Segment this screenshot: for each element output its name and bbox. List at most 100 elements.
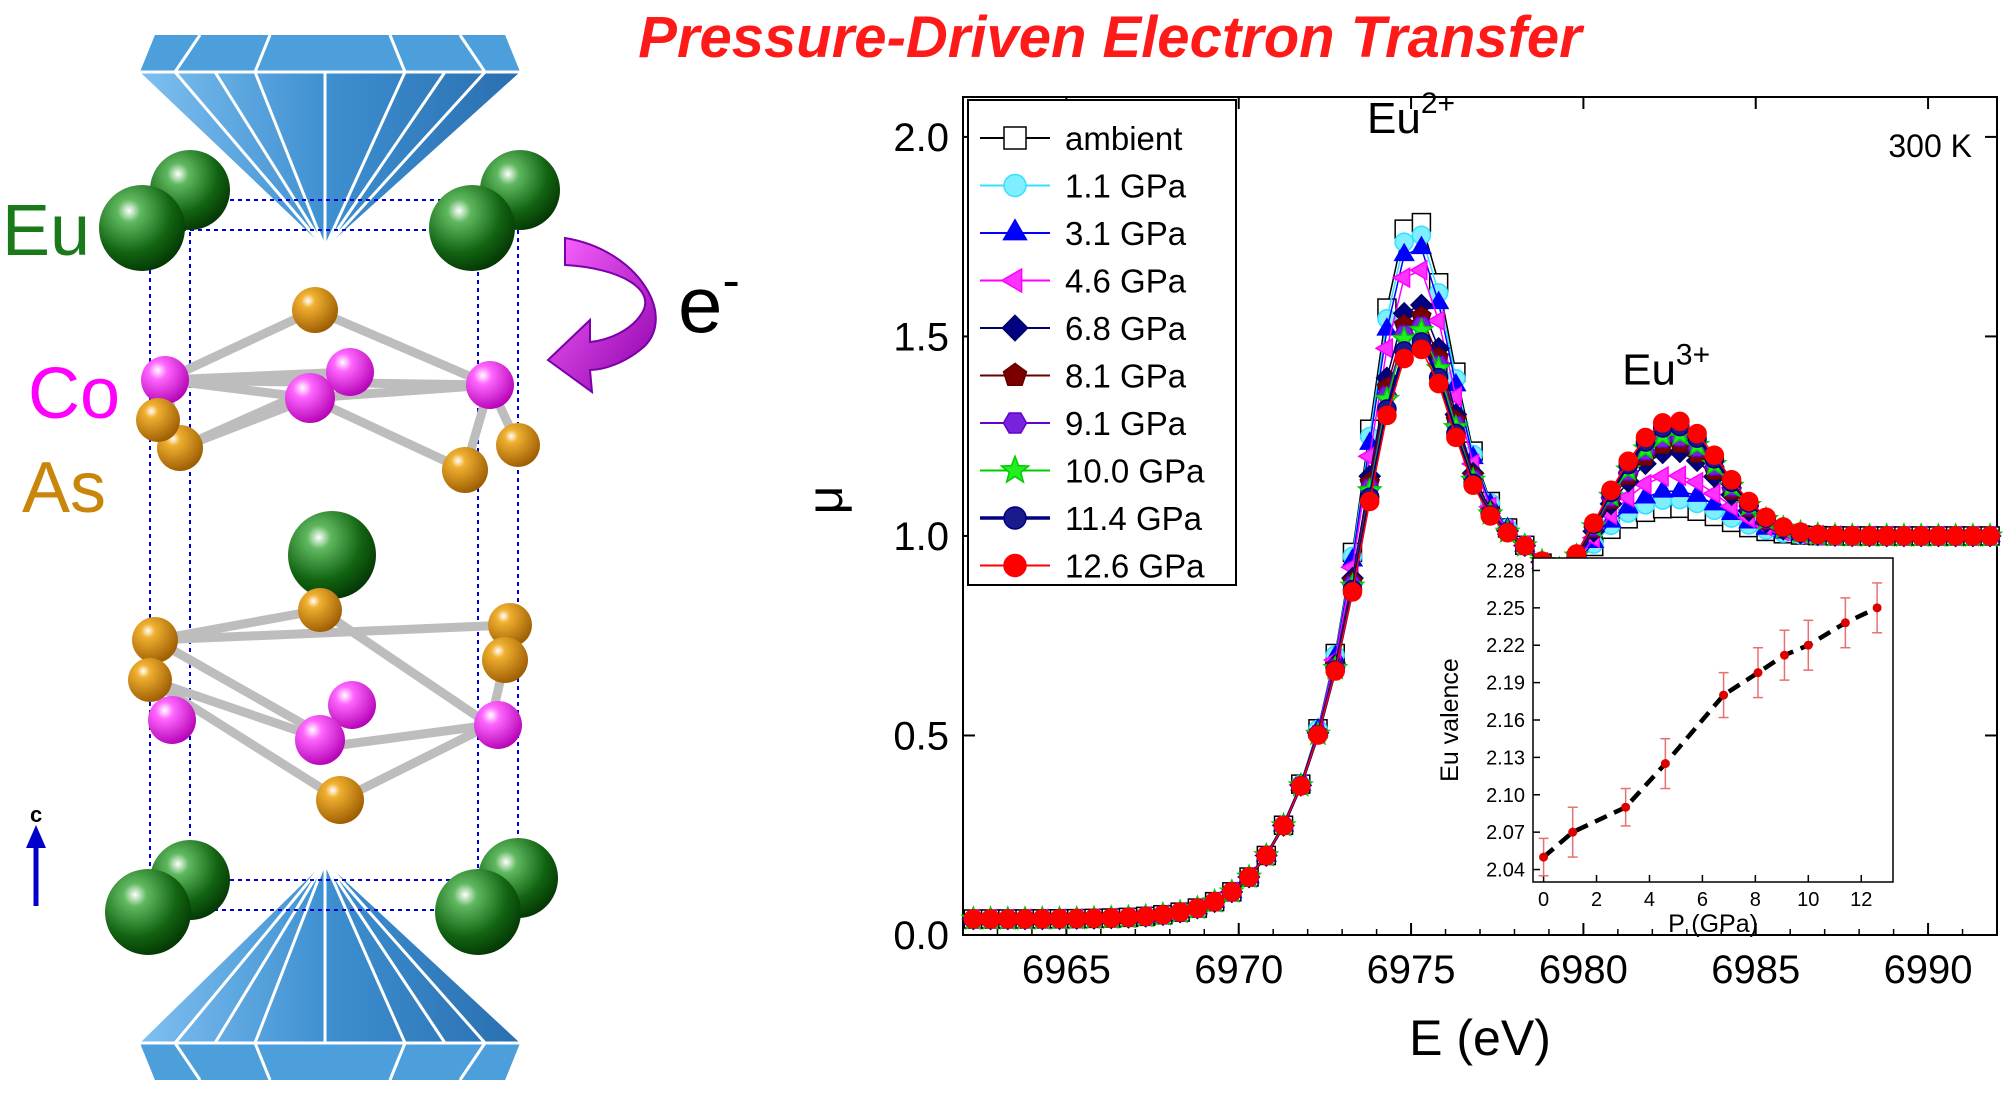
y-tick-label: 1.5 — [893, 315, 949, 359]
data-point — [1374, 337, 1394, 359]
data-point — [1135, 906, 1156, 927]
data-point — [1480, 506, 1501, 526]
peak-annotation: Eu3+ — [1622, 338, 1710, 394]
label-eu: Eu — [2, 191, 90, 271]
data-point — [1427, 290, 1450, 310]
eu-atoms — [99, 150, 560, 955]
data-point — [1084, 908, 1104, 929]
data-point — [1945, 526, 1966, 546]
inset-data-point — [1568, 827, 1578, 837]
data-point — [1222, 882, 1242, 902]
data-point — [1583, 513, 1604, 533]
inset-y-tick-label: 2.22 — [1486, 635, 1525, 657]
data-point — [1928, 526, 1949, 546]
crystal-structure-illustration: Eu Co As e- c — [2, 34, 740, 1081]
data-point — [1446, 427, 1466, 448]
data-point — [1669, 478, 1691, 498]
data-point — [1342, 582, 1363, 602]
legend-label: 6.8 GPa — [1065, 310, 1187, 347]
data-point — [1687, 423, 1707, 444]
inset-x-tick-label: 2 — [1591, 889, 1602, 911]
temperature-label: 300 K — [1888, 128, 1972, 164]
data-point — [1359, 491, 1380, 512]
data-point — [1308, 725, 1328, 745]
data-point — [1409, 259, 1428, 281]
inset-x-tick-label: 8 — [1750, 889, 1761, 911]
data-point — [1756, 507, 1776, 528]
data-point — [1842, 526, 1862, 546]
figure-title: Pressure-Driven Electron Transfer — [638, 5, 1582, 70]
data-point — [1256, 845, 1277, 866]
inset-x-tick-label: 6 — [1697, 889, 1708, 911]
c-axis-indicator: c — [26, 802, 46, 906]
inset-data-point — [1719, 690, 1729, 700]
inset-data-point — [1539, 852, 1549, 862]
legend-label: 8.1 GPa — [1065, 358, 1187, 395]
inset-y-tick-label: 2.07 — [1486, 822, 1525, 844]
data-point — [1002, 362, 1028, 387]
data-point — [1393, 242, 1415, 262]
data-point — [1633, 473, 1652, 495]
inset-y-tick-label: 2.13 — [1486, 747, 1525, 769]
data-point — [1634, 485, 1657, 504]
data-point — [1773, 517, 1794, 537]
data-point — [1049, 909, 1070, 929]
data-point — [1497, 522, 1518, 543]
y-tick-label: 1.0 — [893, 515, 949, 559]
data-point — [1670, 411, 1690, 432]
data-point — [1101, 908, 1121, 928]
legend-label: 11.4 GPa — [1065, 500, 1203, 537]
y-tick-label: 0.0 — [893, 914, 949, 958]
data-point — [1825, 525, 1845, 546]
data-point — [1859, 526, 1880, 546]
inset-y-tick-label: 2.19 — [1486, 673, 1525, 695]
x-tick-label: 6970 — [1194, 948, 1283, 992]
data-point — [1066, 908, 1087, 929]
data-point — [1170, 902, 1190, 922]
data-point — [980, 909, 1001, 929]
data-point — [1411, 339, 1432, 360]
data-point — [999, 454, 1031, 484]
inset-y-tick-label: 2.28 — [1486, 560, 1525, 582]
data-point — [1652, 413, 1673, 433]
data-point — [1894, 526, 1914, 546]
data-point — [1652, 479, 1674, 498]
inset-y-axis-label: Eu valence — [1436, 658, 1464, 782]
y-tick-label: 0.5 — [893, 714, 949, 758]
inset-y-tick-label: 2.25 — [1486, 598, 1525, 620]
legend-label: 9.1 GPa — [1065, 405, 1187, 442]
data-point — [998, 909, 1018, 929]
data-point — [1239, 867, 1259, 887]
legend-label: 4.6 GPa — [1065, 263, 1187, 300]
data-point — [1003, 126, 1027, 150]
data-point — [1428, 373, 1449, 394]
inset-x-axis-label: P (GPa) — [1668, 910, 1758, 938]
data-point — [1204, 891, 1225, 912]
data-point — [1463, 475, 1483, 496]
inset-data-point — [1660, 759, 1670, 769]
data-point — [1291, 776, 1311, 796]
main-plot: 6965 6970 6975 6980 6985 6990 0.0 0.5 1.0 1.5 2.0 E… — [797, 87, 2004, 1066]
legend-label: 3.1 GPa — [1065, 215, 1187, 252]
x-tick-label: 6975 — [1367, 948, 1456, 992]
data-point — [1515, 536, 1535, 556]
data-point — [1002, 218, 1028, 241]
data-point — [1359, 431, 1381, 450]
as-atoms — [128, 287, 540, 824]
data-point — [1410, 235, 1433, 255]
data-point — [1391, 267, 1411, 289]
data-point — [1377, 405, 1397, 426]
data-point — [1002, 412, 1028, 434]
y-axis-label: μ — [797, 486, 853, 515]
data-point — [1704, 445, 1725, 465]
inset-y-tick-label: 2.10 — [1486, 785, 1525, 807]
data-point — [1118, 907, 1139, 928]
inset-x-tick-label: 12 — [1850, 889, 1872, 911]
data-point — [1153, 904, 1173, 925]
data-point — [1667, 465, 1687, 487]
label-co: Co — [28, 354, 120, 434]
data-point — [1601, 480, 1621, 500]
inset-frame — [1532, 557, 1894, 883]
inset-data-point — [1753, 668, 1763, 678]
